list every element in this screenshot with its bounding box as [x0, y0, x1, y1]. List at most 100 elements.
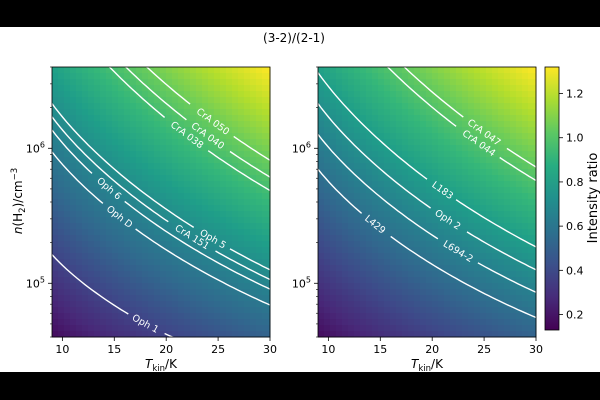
heatmap-cell	[118, 181, 125, 188]
heatmap-cell	[142, 289, 149, 296]
heatmap-cell	[100, 145, 107, 152]
heatmap-cell	[160, 241, 167, 248]
heatmap-cell	[504, 151, 511, 158]
heatmap-cell	[528, 325, 535, 332]
heatmap-cell	[456, 313, 463, 320]
heatmap-cell	[202, 241, 209, 248]
heatmap-cell	[414, 109, 421, 116]
heatmap-cell	[178, 199, 185, 206]
heatmap-cell	[268, 103, 271, 110]
contour-lines	[318, 67, 536, 319]
heatmap-cell	[354, 241, 361, 248]
heatmap-cell	[232, 199, 239, 206]
heatmap-cell	[124, 223, 131, 230]
heatmap-cell	[384, 307, 391, 314]
heatmap-cell	[390, 319, 397, 326]
heatmap-cell	[414, 211, 421, 218]
heatmap-cell	[124, 139, 131, 146]
heatmap-cell	[444, 79, 451, 86]
heatmap-cell	[58, 307, 65, 314]
heatmap-cell	[420, 157, 427, 164]
heatmap-cell	[462, 79, 469, 86]
heatmap-cell	[190, 199, 197, 206]
heatmap-cell	[480, 211, 487, 218]
heatmap-cell	[70, 181, 77, 188]
heatmap-cell	[432, 235, 439, 242]
heatmap-cell	[238, 295, 245, 302]
heatmap-cell	[342, 151, 349, 158]
heatmap-cell	[378, 277, 385, 284]
heatmap-cell	[238, 115, 245, 122]
heatmap-cell	[456, 241, 463, 248]
heatmap-cell	[480, 187, 487, 194]
heatmap-cell	[160, 91, 167, 98]
heatmap-cell	[226, 313, 233, 320]
heatmap-cell	[118, 325, 125, 332]
heatmap-cell	[136, 175, 143, 182]
heatmap-cell	[468, 133, 475, 140]
heatmap-cell	[106, 313, 113, 320]
heatmap-cell	[348, 67, 355, 74]
heatmap-cell	[136, 115, 143, 122]
heatmap-cell	[160, 235, 167, 242]
heatmap-cell	[450, 259, 457, 266]
heatmap-cell	[172, 205, 179, 212]
heatmap-cell	[262, 271, 269, 278]
heatmap-cell	[214, 193, 221, 200]
heatmap-cell	[432, 259, 439, 266]
heatmap-cell	[516, 247, 523, 254]
heatmap-cell	[76, 163, 83, 170]
heatmap-cell	[462, 181, 469, 188]
heatmap-cell	[178, 163, 185, 170]
heatmap-cell	[498, 283, 505, 290]
heatmap-cell	[124, 325, 131, 332]
heatmap-cell	[58, 169, 65, 176]
heatmap-cell	[238, 73, 245, 80]
heatmap-cell	[238, 121, 245, 128]
heatmap-cell	[360, 277, 367, 284]
heatmap-cell	[396, 259, 403, 266]
heatmap-cell	[420, 277, 427, 284]
heatmap-cell	[250, 217, 257, 224]
heatmap-cell	[136, 145, 143, 152]
contour-line	[318, 103, 432, 209]
heatmap-cell	[52, 205, 59, 212]
heatmap-cell	[82, 277, 89, 284]
heatmap-cell	[378, 157, 385, 164]
heatmap-cell	[498, 331, 505, 338]
heatmap-cell	[268, 199, 271, 206]
heatmap-cell	[142, 199, 149, 206]
heatmap-cell	[244, 307, 251, 314]
heatmap-cell	[208, 247, 215, 254]
heatmap-cell	[136, 205, 143, 212]
heatmap-cell	[70, 301, 77, 308]
heatmap-cell	[444, 205, 451, 212]
heatmap-cell	[202, 139, 209, 146]
heatmap-cell	[396, 187, 403, 194]
heatmap-cell	[390, 175, 397, 182]
heatmap-cell	[384, 247, 391, 254]
heatmap-cell	[462, 217, 469, 224]
heatmap-cell	[462, 319, 469, 326]
heatmap-cell	[348, 79, 355, 86]
heatmap-cell	[178, 229, 185, 236]
heatmap-cell	[100, 319, 107, 326]
heatmap-cell	[154, 121, 161, 128]
heatmap-cell	[324, 301, 331, 308]
heatmap-cell	[420, 283, 427, 290]
heatmap-cell	[444, 301, 451, 308]
heatmap-cell	[106, 253, 113, 260]
heatmap-cell	[354, 139, 361, 146]
heatmap-cell	[504, 157, 511, 164]
heatmap-cell	[336, 187, 343, 194]
heatmap-cell	[106, 79, 113, 86]
heatmap-cell	[256, 91, 263, 98]
heatmap-cell	[480, 109, 487, 116]
heatmap-cell	[402, 175, 409, 182]
heatmap-cell	[148, 169, 155, 176]
heatmap-cell	[528, 301, 535, 308]
heatmap-cell	[354, 79, 361, 86]
heatmap-cell	[360, 205, 367, 212]
heatmap-cell	[208, 271, 215, 278]
heatmap-cell	[100, 79, 107, 86]
